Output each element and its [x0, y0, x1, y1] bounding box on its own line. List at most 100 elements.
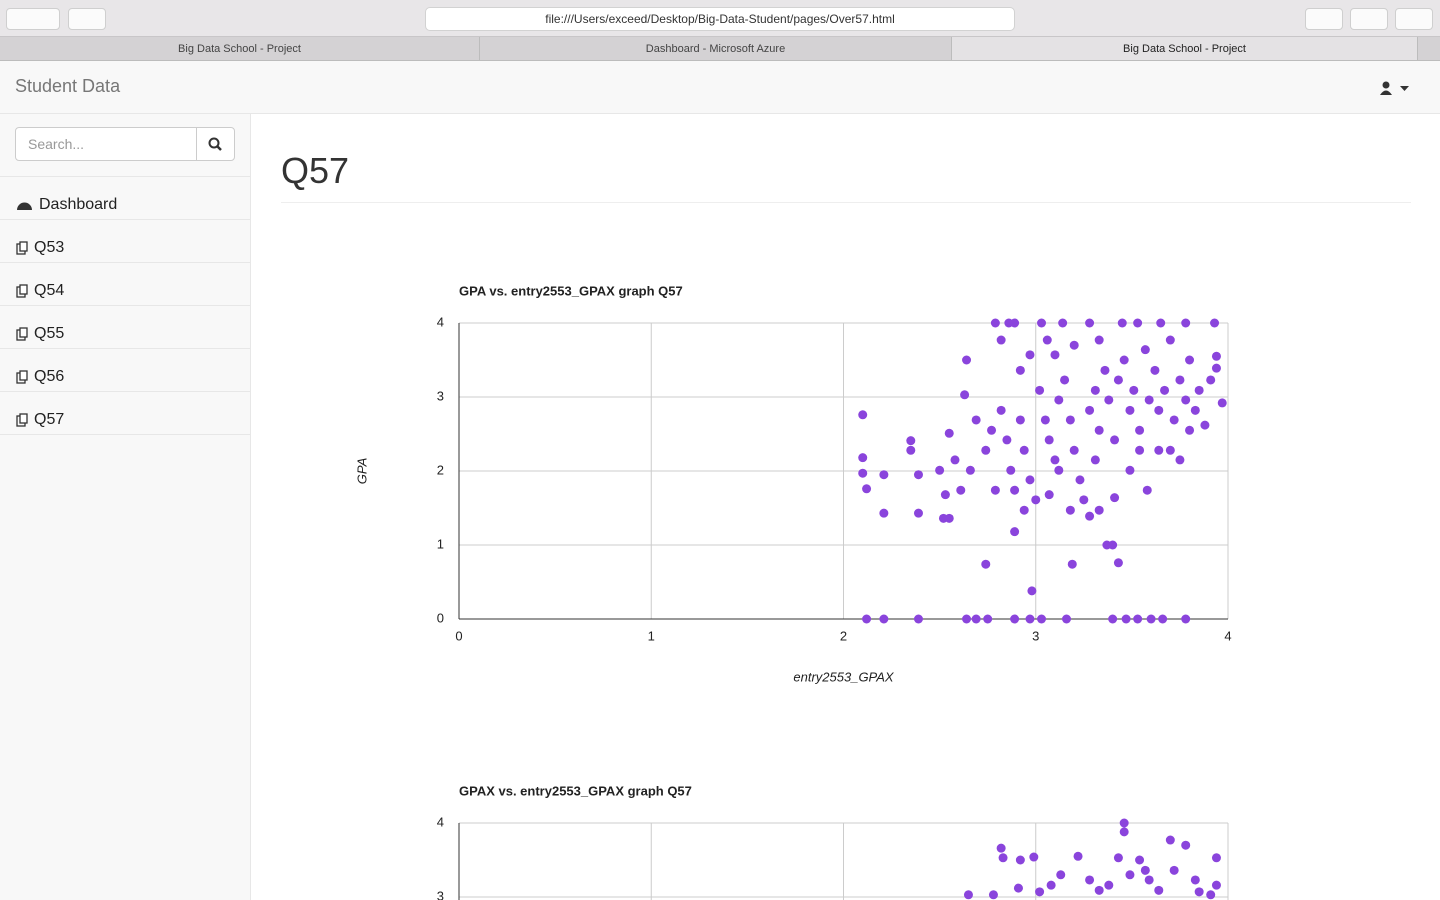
data-point — [1142, 485, 1152, 495]
divider — [281, 202, 1411, 203]
data-point — [998, 853, 1008, 863]
data-point — [1054, 395, 1064, 405]
data-point — [1190, 875, 1200, 885]
data-point — [1200, 420, 1210, 430]
data-point — [1108, 614, 1118, 624]
y-tick-label: 3 — [437, 388, 444, 403]
data-point — [1181, 614, 1191, 624]
data-point — [971, 614, 981, 624]
share-button[interactable] — [1350, 8, 1388, 30]
data-point — [996, 335, 1006, 345]
data-point — [1025, 475, 1035, 485]
data-point — [1194, 385, 1204, 395]
data-point — [1056, 870, 1066, 880]
data-point — [1013, 883, 1023, 893]
data-point — [1037, 318, 1047, 328]
sidebar-button[interactable] — [68, 8, 106, 30]
data-point — [906, 445, 916, 455]
data-point — [1144, 875, 1154, 885]
data-point — [1119, 827, 1129, 837]
data-point — [1065, 505, 1075, 515]
data-point — [1079, 495, 1089, 505]
tab[interactable]: Big Data School - Project — [952, 37, 1418, 60]
nav-label[interactable]: Q56 — [34, 367, 65, 385]
nav-item[interactable]: Q54 — [0, 263, 250, 306]
nav-item[interactable]: Q53 — [0, 220, 250, 263]
data-point — [956, 485, 966, 495]
data-point — [1090, 455, 1100, 465]
app-header: Student Data — [0, 61, 1440, 114]
data-point — [1117, 318, 1127, 328]
nav-item[interactable]: Q57 — [0, 392, 250, 435]
data-point — [965, 465, 975, 475]
nav-label[interactable]: Q53 — [34, 238, 65, 256]
data-point — [950, 455, 960, 465]
data-point — [981, 559, 991, 569]
data-point — [996, 843, 1006, 853]
nav-item[interactable]: Q56 — [0, 349, 250, 392]
data-point — [1040, 415, 1050, 425]
tab[interactable]: Dashboard - Microsoft Azure — [480, 37, 952, 60]
data-point — [1110, 493, 1120, 503]
data-point — [1025, 350, 1035, 360]
data-point — [1169, 865, 1179, 875]
data-point — [1006, 465, 1016, 475]
data-point — [1019, 505, 1029, 515]
user-menu[interactable] — [1378, 80, 1412, 96]
data-point — [987, 425, 997, 435]
data-point — [963, 890, 973, 900]
data-point — [1119, 818, 1129, 828]
data-point — [1100, 365, 1110, 375]
data-point — [1181, 318, 1191, 328]
nav-label[interactable]: Q57 — [34, 410, 65, 428]
tab-bar: Big Data School - Project Dashboard - Mi… — [0, 37, 1440, 61]
nav-item[interactable]: Dashboard — [0, 177, 250, 220]
data-point — [1158, 614, 1168, 624]
data-point — [1035, 887, 1045, 897]
data-point — [1104, 880, 1114, 890]
x-tick-label: 0 — [455, 628, 462, 643]
history-buttons[interactable] — [6, 8, 60, 30]
data-point — [1085, 318, 1095, 328]
data-point — [1165, 835, 1175, 845]
data-point — [1015, 855, 1025, 865]
data-point — [1133, 318, 1143, 328]
address-bar[interactable]: file:///Users/exceed/Desktop/Big-Data-St… — [425, 7, 1015, 31]
brand[interactable]: Student Data — [15, 76, 121, 96]
nav-label[interactable]: Q55 — [34, 324, 65, 342]
y-tick-label: 4 — [437, 314, 444, 329]
data-point — [913, 614, 923, 624]
data-point — [1065, 415, 1075, 425]
data-point — [1113, 853, 1123, 863]
x-tick-label: 1 — [648, 628, 655, 643]
download-button[interactable] — [1305, 8, 1343, 30]
tabs-button[interactable] — [1395, 8, 1433, 30]
data-point — [990, 485, 1000, 495]
data-point — [1015, 415, 1025, 425]
data-point — [1175, 455, 1185, 465]
x-axis-label: entry2553_GPAX — [793, 669, 895, 684]
nav-label[interactable]: Q54 — [34, 281, 65, 299]
data-point — [1194, 887, 1204, 897]
data-point — [1125, 465, 1135, 475]
x-tick-label: 2 — [840, 628, 847, 643]
search-button[interactable] — [196, 127, 235, 161]
data-point — [1135, 855, 1145, 865]
tab[interactable]: Big Data School - Project — [0, 37, 480, 60]
y-tick-label: 0 — [437, 610, 444, 625]
search-input[interactable]: Search... — [15, 127, 197, 161]
data-point — [1015, 365, 1025, 375]
data-point — [1094, 505, 1104, 515]
data-point — [1165, 445, 1175, 455]
nav-item[interactable]: Q55 — [0, 306, 250, 349]
data-point — [1211, 853, 1221, 863]
data-point — [1037, 614, 1047, 624]
nav-label[interactable]: Dashboard — [39, 195, 118, 213]
data-point — [1185, 355, 1195, 365]
data-point — [1154, 445, 1164, 455]
data-point — [1181, 395, 1191, 405]
data-point — [960, 390, 970, 400]
data-point — [1094, 425, 1104, 435]
